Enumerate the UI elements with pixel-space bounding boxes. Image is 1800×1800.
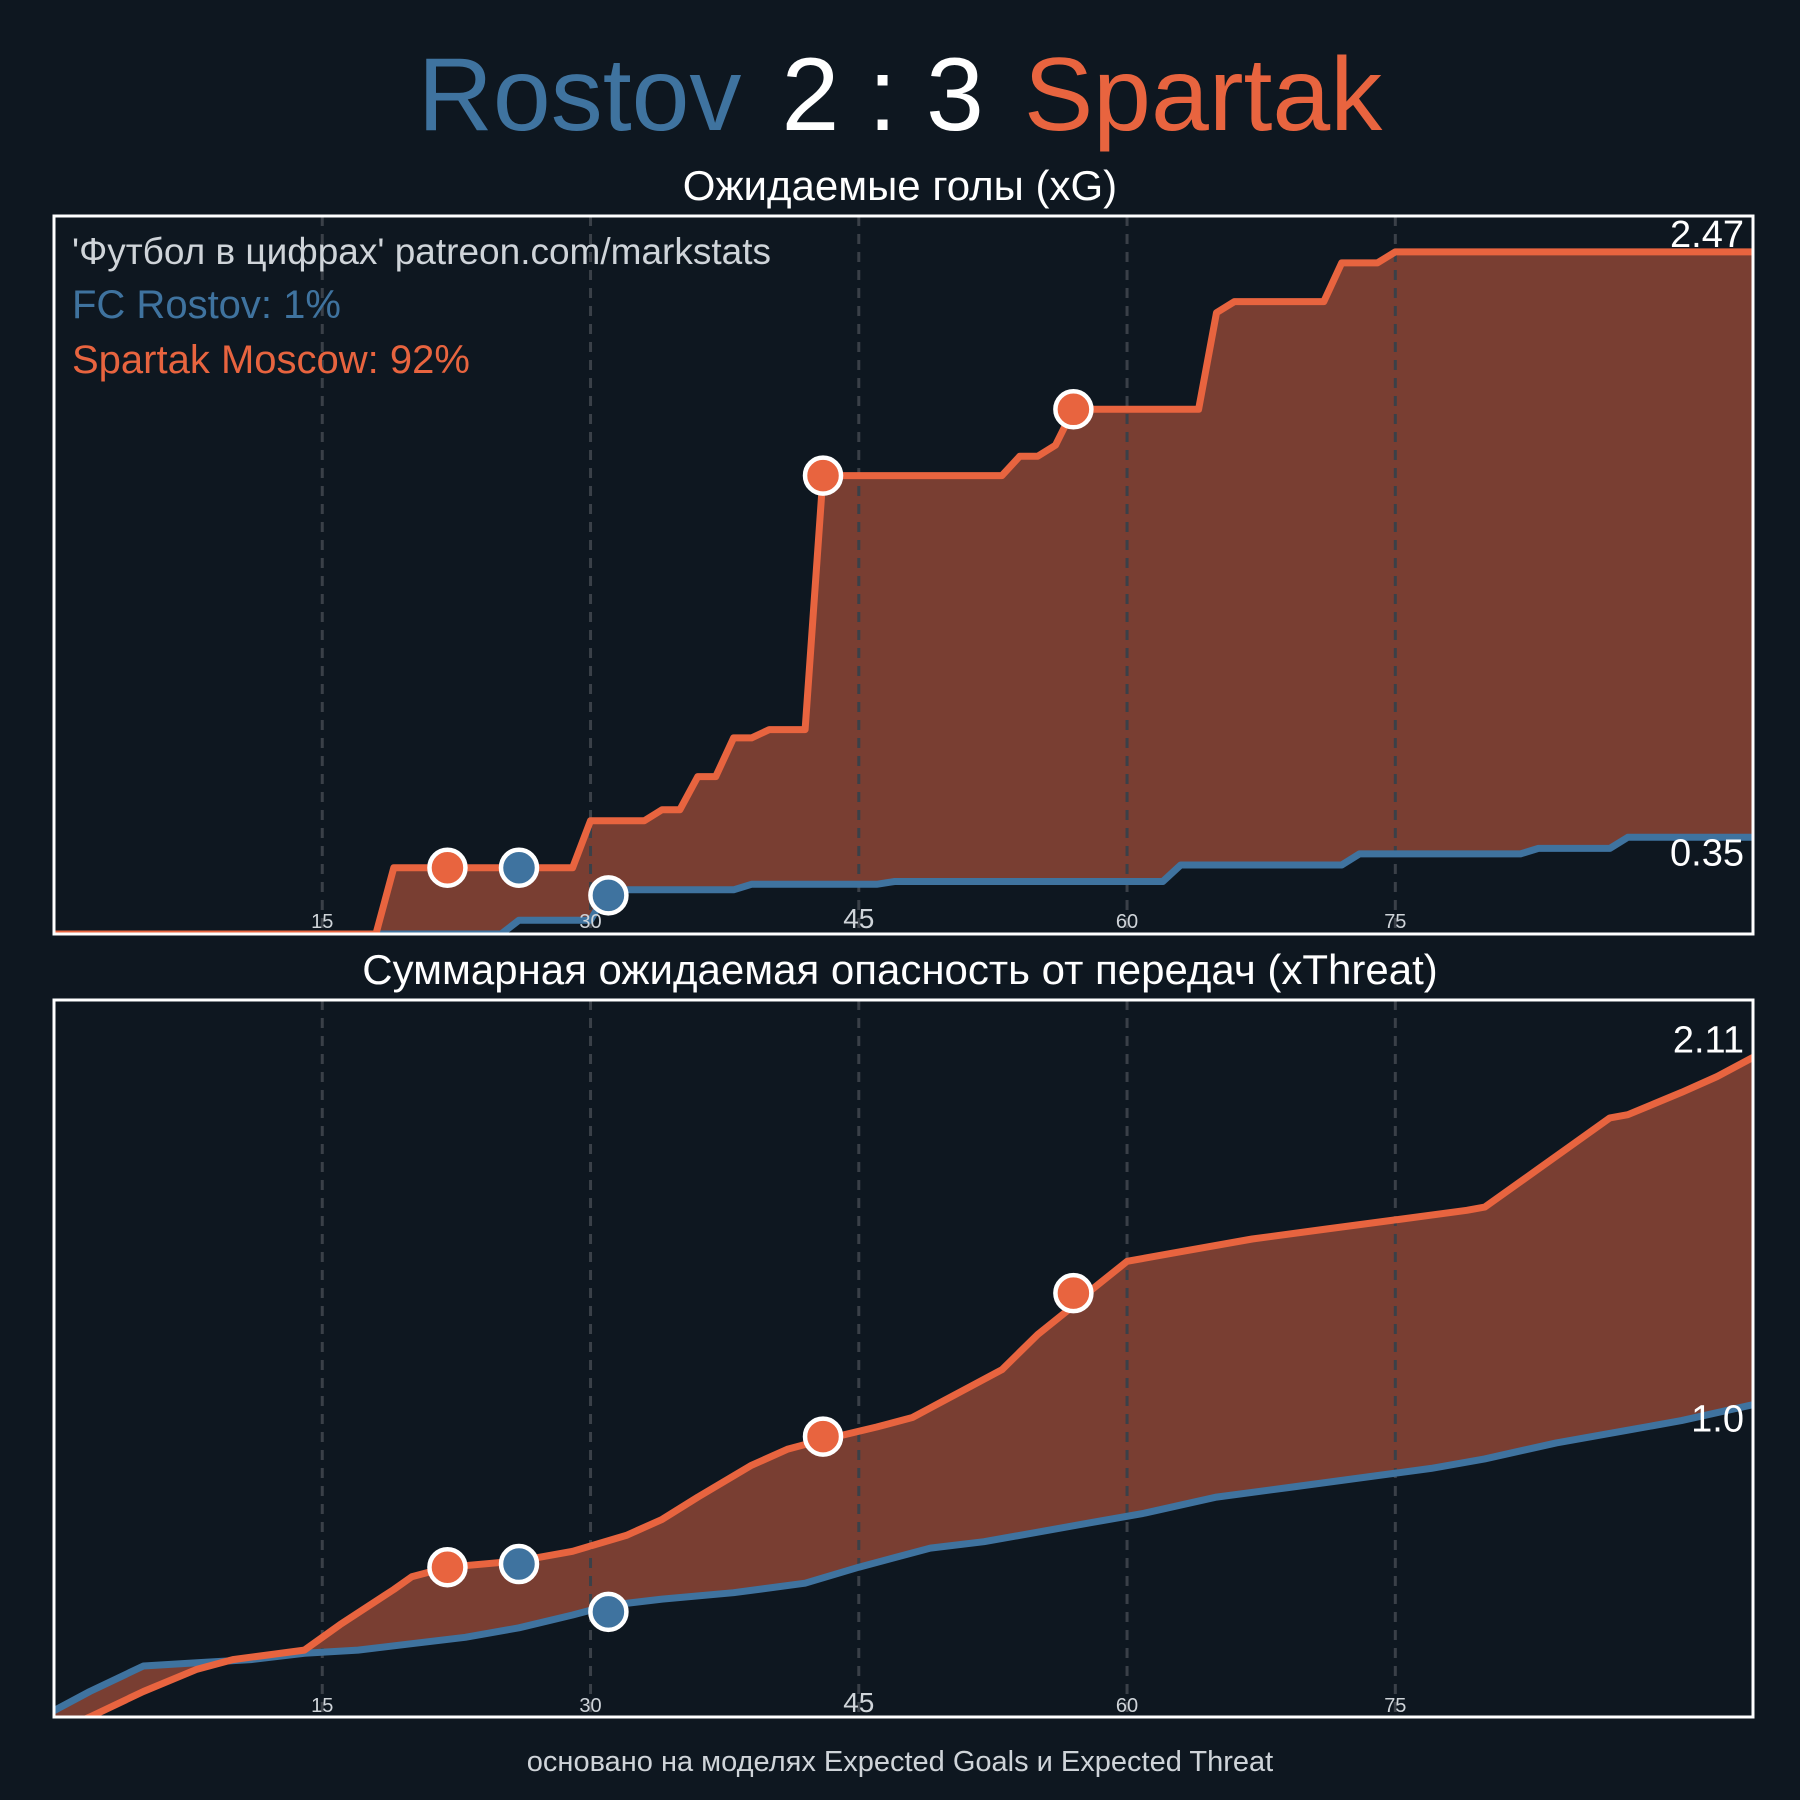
x-tick-label-60: 60 (1116, 911, 1138, 933)
goal-marker-57 (1053, 1272, 1094, 1314)
away-team-name: Spartak (1023, 37, 1383, 153)
chart-panel-xg: 15 30 45 60 75 2.47 0.35 'Футбол в цифрах' patr… (52, 214, 1755, 936)
end-value-label-rostov: 1.0 (1691, 1399, 1744, 1441)
difference-fill-area (54, 251, 1753, 934)
goal-marker-57 (1053, 389, 1094, 430)
x-tick-label-30: 30 (579, 1695, 601, 1717)
goal-marker-43 (802, 455, 844, 496)
plot-area (54, 1000, 1753, 1717)
match-header: Rostov 2 : 3 Spartak (0, 30, 1800, 160)
plot-area (54, 216, 1753, 934)
xt-chart-title: Суммарная ожидаемая опасность от передач… (362, 946, 1438, 993)
xg-chart-title: Ожидаемые голы (xG) (682, 162, 1118, 209)
match-score: 2 : 3 (781, 37, 984, 153)
end-value-label-spartak: 2.47 (1670, 214, 1744, 256)
watermark-text: 'Футбол в цифрах' patreon.com/markstats (72, 231, 771, 272)
x-tick-label-45: 45 (843, 903, 874, 934)
end-value-label-spartak: 2.11 (1673, 1019, 1744, 1061)
rostov-win-probability: FC Rostov: 1% (72, 283, 341, 327)
goal-marker-31 (588, 1591, 629, 1633)
goal-marker-43 (802, 1416, 844, 1457)
chart-frame (52, 998, 1755, 1719)
goal-marker-22 (427, 847, 468, 888)
footer-note: основано на моделях Expected Goals и Exp… (526, 1746, 1274, 1778)
goal-marker-31 (588, 875, 629, 916)
home-team-name: Rostov (417, 37, 742, 153)
spartak-series-line (81, 1053, 1753, 1717)
goal-marker-26 (498, 1543, 540, 1585)
x-tick-label-15: 15 (311, 911, 333, 933)
end-value-label-rostov: 0.35 (1670, 832, 1744, 874)
chart-panel-xthreat: 15 30 45 60 75 2.11 1.0 (52, 998, 1755, 1719)
x-tick-label-30: 30 (579, 911, 601, 933)
x-tick-label-75: 75 (1384, 1695, 1406, 1717)
spartak-series-line (54, 248, 1753, 934)
difference-fill-area (54, 1057, 1753, 1717)
chart-frame (52, 214, 1755, 936)
x-tick-label-60: 60 (1116, 1695, 1138, 1717)
x-tick-label-15: 15 (311, 1695, 333, 1717)
goal-marker-26 (498, 847, 540, 888)
goal-marker-22 (427, 1546, 468, 1588)
rostov-series-line (54, 833, 1753, 934)
x-tick-label-75: 75 (1384, 911, 1406, 933)
x-tick-label-45: 45 (843, 1687, 874, 1718)
spartak-win-probability: Spartak Moscow: 92% (72, 338, 470, 382)
